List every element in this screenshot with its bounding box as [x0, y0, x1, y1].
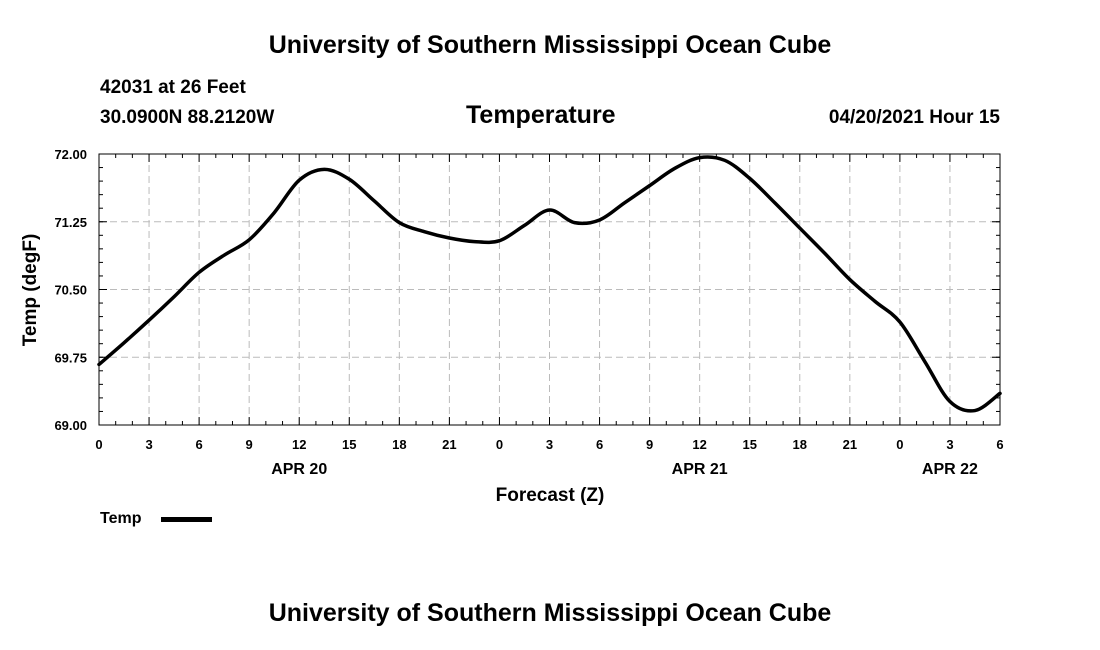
x-tick-label: 9	[246, 437, 253, 452]
x-axis-tick-labels: 0 3 6 9 12 15 18 21 0 3 6 9 12 15 18 21 0 3 6	[95, 437, 1003, 452]
run-time-label: 04/20/2021 Hour 15	[828, 107, 1000, 128]
footer-title: University of Southern Mississippi Ocean…	[268, 599, 832, 627]
x-tick-label: 21	[843, 437, 857, 452]
station-id-label: 42031 at 26 Feet	[100, 77, 246, 98]
x-tick-label: 18	[793, 437, 807, 452]
date-labels: APR 20 APR 21 APR 22	[271, 461, 978, 478]
x-tick-label: 6	[996, 437, 1003, 452]
y-tick-label: 69.00	[54, 418, 87, 433]
x-tick-label: 21	[442, 437, 456, 452]
x-tick-label: 9	[646, 437, 653, 452]
y-tick-label: 72.00	[54, 147, 87, 162]
x-tick-label: 0	[496, 437, 503, 452]
x-tick-label: 15	[742, 437, 756, 452]
header-title: University of Southern Mississippi Ocean…	[268, 31, 832, 59]
y-axis-tick-labels: 72.00 71.25 70.50 69.75 69.00	[54, 147, 87, 433]
series-line-temp	[97, 155, 1002, 413]
legend-swatch-temp	[161, 517, 212, 522]
x-tick-label: 0	[95, 437, 102, 452]
series-layer	[97, 155, 1002, 413]
x-tick-label: 18	[392, 437, 406, 452]
chart-title: Temperature	[466, 101, 616, 129]
x-tick-label: 6	[596, 437, 603, 452]
date-label: APR 20	[271, 461, 327, 478]
grid-lines	[99, 154, 1000, 425]
x-tick-label: 0	[896, 437, 903, 452]
plot-frame	[98, 153, 1001, 426]
station-coordinates-label: 30.0900N 88.2120W	[100, 107, 275, 128]
x-tick-label: 3	[145, 437, 152, 452]
date-label: APR 21	[672, 461, 728, 478]
legend-label-temp: Temp	[100, 510, 142, 527]
y-tick-label: 69.75	[54, 350, 87, 365]
y-axis-label: Temp (degF)	[20, 234, 41, 347]
x-tick-label: 6	[195, 437, 202, 452]
x-tick-label: 3	[946, 437, 953, 452]
date-label: APR 22	[922, 461, 978, 478]
x-tick-label: 3	[546, 437, 553, 452]
x-axis-label: Forecast (Z)	[496, 485, 605, 506]
y-tick-label: 71.25	[54, 215, 87, 230]
x-tick-label: 12	[292, 437, 306, 452]
x-tick-label: 15	[342, 437, 356, 452]
y-tick-label: 70.50	[54, 283, 87, 298]
x-tick-label: 12	[692, 437, 706, 452]
